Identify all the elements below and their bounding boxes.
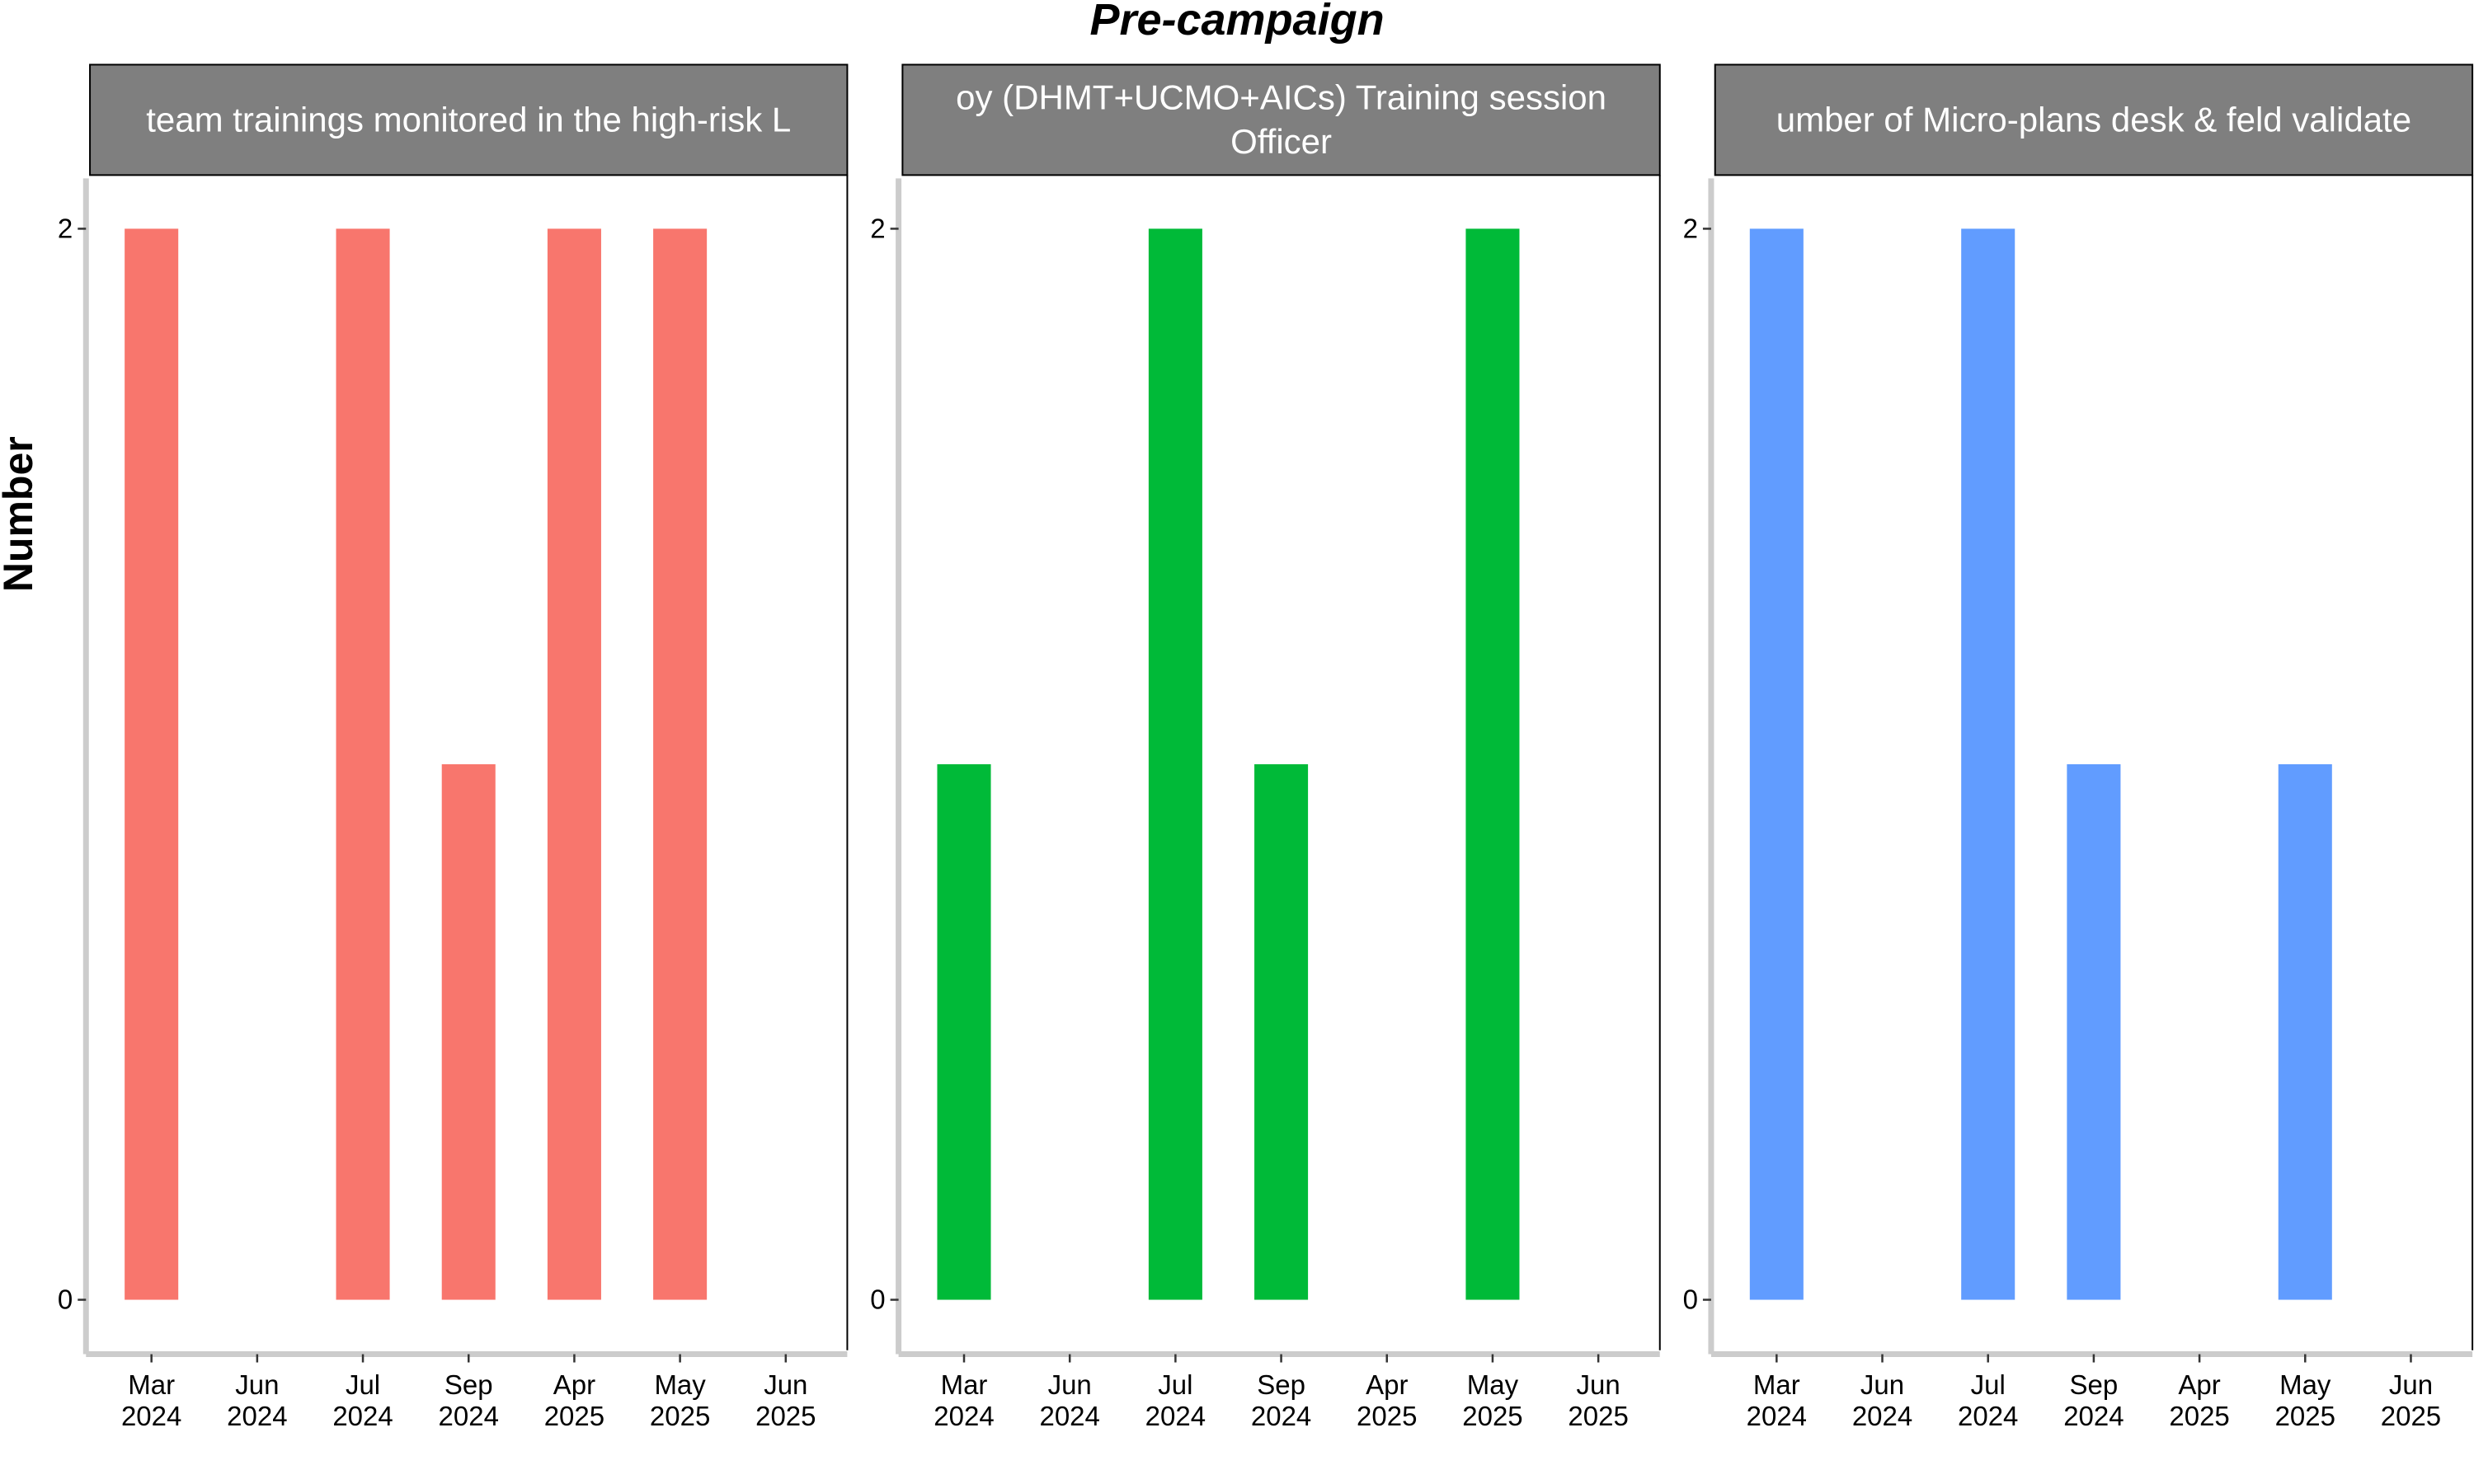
- x-tick-label: Apr 2025: [544, 1369, 604, 1431]
- facet-strip-label: team trainings monitored in the high-ris…: [146, 100, 791, 139]
- facet-panel-2: oy (DHMT+UCMO+AICs) Training session Offi…: [870, 63, 1661, 1431]
- x-tick-label: Jul 2024: [1145, 1369, 1206, 1431]
- y-tick-label: 0: [58, 1284, 73, 1315]
- facet-strip-label: Officer: [1230, 122, 1332, 161]
- x-tick-label: Jun 2025: [1568, 1369, 1628, 1431]
- facet-strip: [89, 63, 849, 176]
- bar: [1254, 763, 1309, 1300]
- x-tick-label: Jul 2024: [1958, 1369, 2018, 1431]
- x-tick-label: Apr 2025: [1357, 1369, 1417, 1431]
- x-tick-label: Jun 2025: [755, 1369, 816, 1431]
- chart-title: Pre-campaign: [1089, 0, 1385, 45]
- facet-strip: [1714, 63, 2474, 176]
- facet-strip-label: umber of Micro-plans desk & feld validat…: [1776, 100, 2411, 139]
- y-tick-label: 0: [870, 1284, 885, 1315]
- x-tick-label: Jun 2024: [1852, 1369, 1912, 1431]
- x-tick-label: Mar 2024: [934, 1369, 994, 1431]
- facet-panel-3: umber of Micro-plans desk & feld validat…: [1683, 63, 2474, 1431]
- facet-strip-label: oy (DHMT+UCMO+AICs) Training session: [956, 78, 1606, 117]
- x-tick-label: Apr 2025: [2169, 1369, 2229, 1431]
- y-tick-label: 2: [58, 213, 73, 243]
- y-tick-label: 2: [1683, 213, 1698, 243]
- facet-panel-1: team trainings monitored in the high-ris…: [58, 63, 849, 1431]
- facet-strip: [901, 63, 1661, 176]
- bar: [2278, 763, 2332, 1300]
- y-axis-label: Number: [0, 436, 41, 592]
- bar: [125, 228, 179, 1300]
- bar: [1961, 228, 2015, 1300]
- x-tick-label: Mar 2024: [121, 1369, 181, 1431]
- bar: [1465, 228, 1520, 1300]
- x-tick-label: Jun 2025: [2381, 1369, 2441, 1431]
- x-tick-label: Mar 2024: [1747, 1369, 1807, 1431]
- bar: [937, 763, 991, 1300]
- y-tick-label: 0: [1683, 1284, 1698, 1315]
- bar: [2067, 763, 2121, 1300]
- x-tick-label: May 2025: [1462, 1369, 1522, 1431]
- bar: [547, 228, 601, 1300]
- x-tick-label: Jul 2024: [332, 1369, 393, 1431]
- y-tick-label: 2: [870, 213, 885, 243]
- bar: [441, 763, 496, 1300]
- bar: [1148, 228, 1202, 1300]
- bar: [653, 228, 708, 1300]
- x-tick-label: Sep 2024: [439, 1369, 499, 1431]
- x-tick-label: Jun 2024: [227, 1369, 287, 1431]
- bar: [1749, 228, 1804, 1300]
- x-tick-label: May 2025: [2275, 1369, 2335, 1431]
- x-tick-label: Jun 2024: [1039, 1369, 1099, 1431]
- x-tick-label: May 2025: [650, 1369, 710, 1431]
- x-tick-label: Sep 2024: [1251, 1369, 1311, 1431]
- bar: [336, 228, 390, 1300]
- x-tick-label: Sep 2024: [2063, 1369, 2124, 1431]
